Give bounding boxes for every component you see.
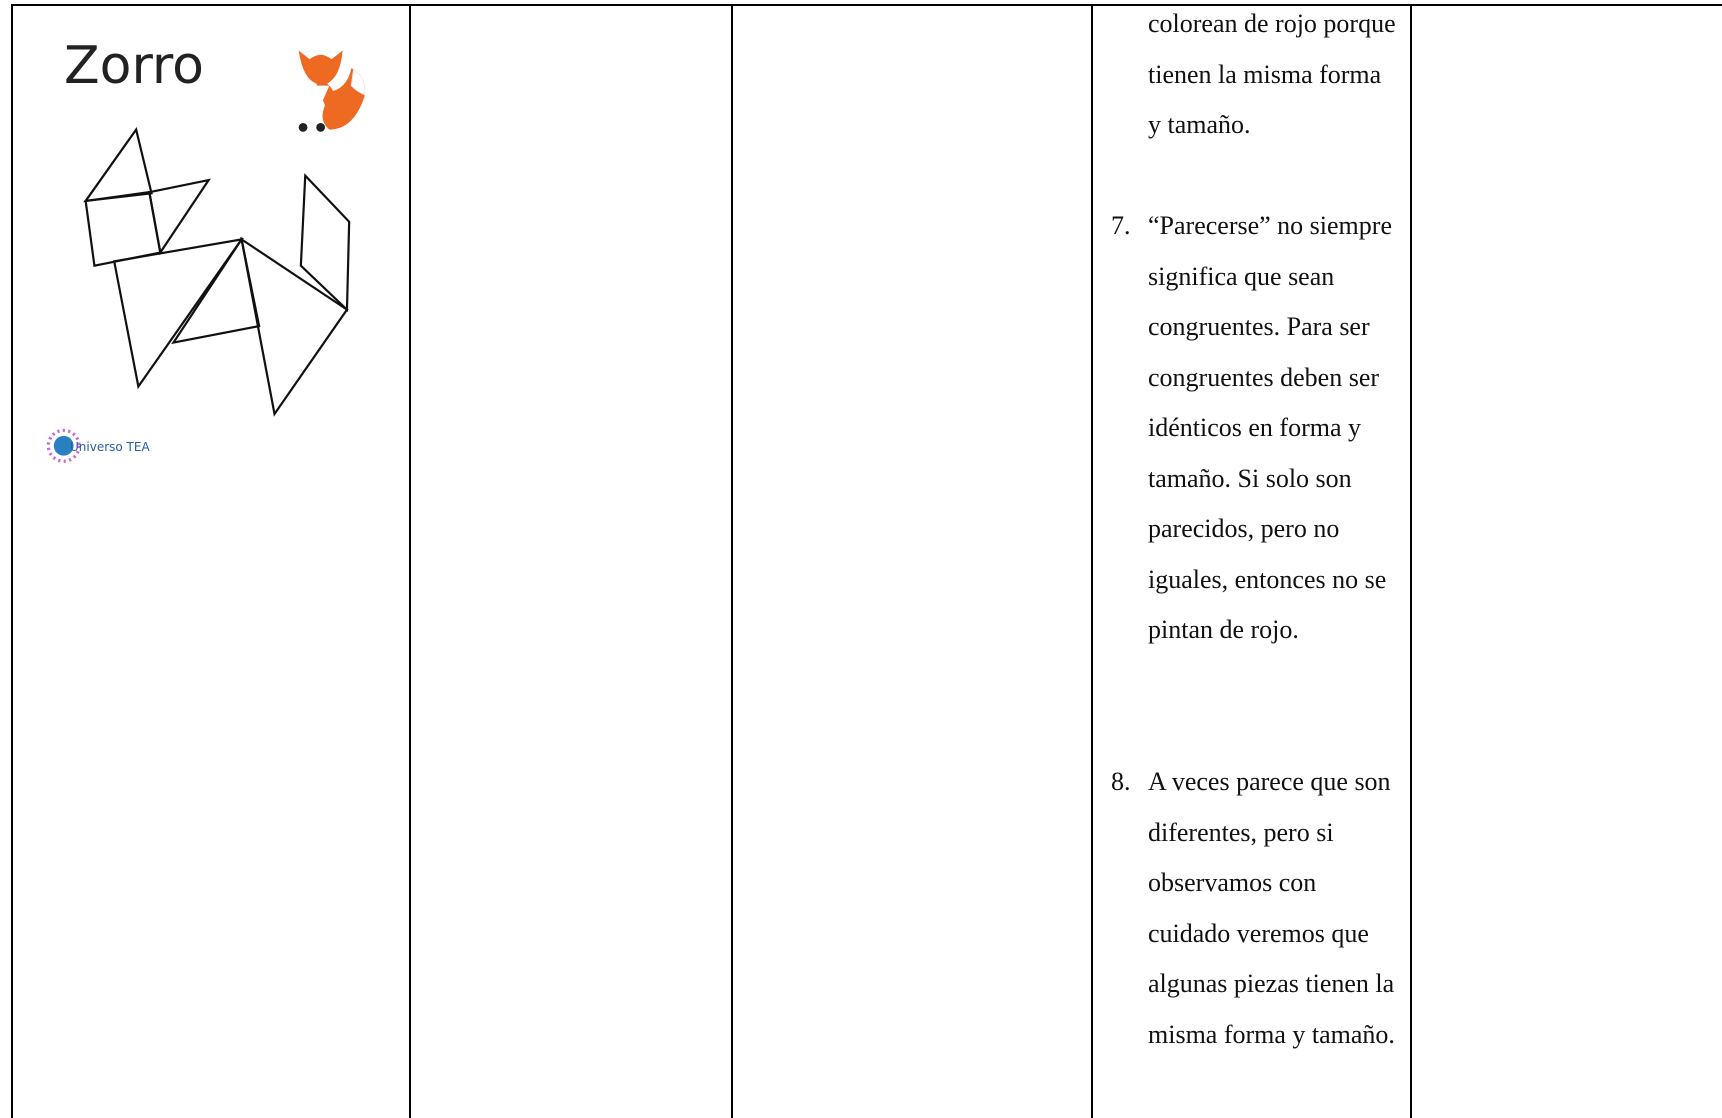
logo-text: Universo TEA [70, 440, 150, 454]
list-item: “Parecerse” no siempre significa que sea… [1148, 211, 1392, 644]
list-item: A veces parece que son diferentes, pero … [1148, 767, 1395, 1049]
table-top-border [11, 4, 1722, 6]
fox-illustration [46, 50, 366, 463]
fox-title: Zorro [64, 36, 204, 96]
column-border [409, 4, 411, 1118]
list-number: 8. [1111, 767, 1131, 796]
list-number: 7. [1111, 211, 1131, 240]
column-border [11, 4, 13, 1118]
paragraph: colorean de rojo porque tienen la misma … [1148, 9, 1396, 139]
column-border [1410, 4, 1412, 1118]
column-border [731, 4, 733, 1118]
column-border [1091, 4, 1093, 1118]
